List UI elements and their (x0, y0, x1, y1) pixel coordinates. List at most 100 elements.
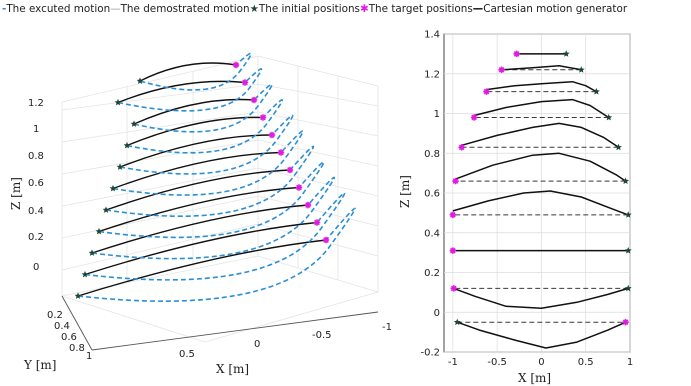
generator-curve (486, 80, 597, 93)
legend-label-executed: The excuted motion (6, 3, 111, 15)
target-position-marker (232, 61, 240, 69)
legend-item-generator: —Cartesian motion generator (473, 1, 627, 17)
y-tick-label: 0.4 (424, 228, 440, 239)
executed-motion (126, 99, 284, 154)
trajectory-2d (513, 50, 570, 58)
executed-motion (77, 207, 356, 302)
y-tick-label: 1.4 (424, 30, 440, 41)
initial-position-marker (88, 249, 96, 256)
trajectory-2d (458, 122, 622, 151)
initial-position-marker (130, 120, 138, 127)
generator-curve (473, 98, 610, 119)
y-tick: 1 (86, 351, 92, 362)
trajectory-2d (453, 318, 629, 349)
target-position-marker (241, 79, 249, 86)
x-tick-label: 0.5 (578, 357, 594, 368)
y-tick-label: 0.6 (424, 189, 440, 200)
z-ticks: 0 0.2 0.4 0.6 0.8 1 1.2 (28, 98, 44, 273)
trajectory-3d (102, 145, 315, 217)
x-ticks: 0.5 0 -0.5 -1 (179, 322, 392, 360)
plot-3d-axes (61, 295, 379, 351)
legend-symbol-target: ✱ (359, 3, 369, 15)
initial-position-marker (624, 211, 632, 218)
generator-curve (91, 204, 309, 254)
legend-item-initial: ★The initial positions (250, 1, 360, 17)
target-position-marker (498, 66, 505, 73)
trajectory-2d (450, 284, 632, 310)
initial-position-marker (81, 270, 89, 278)
plot-2d-y-label: Z [m] (398, 175, 412, 208)
trajectory-3d (136, 52, 252, 91)
y-tick-label: -0.2 (420, 348, 440, 359)
trajectory-3d (123, 99, 284, 154)
plot-2d-grid (444, 33, 631, 353)
generator-curve (133, 98, 255, 125)
z-tick: 0 (33, 262, 39, 273)
generator-curve (77, 239, 327, 297)
z-tick: 0.2 (28, 232, 44, 243)
plot-2d-x-label: X [m] (518, 371, 551, 385)
generator-curve (452, 190, 629, 216)
generator-curve (117, 80, 246, 104)
initial-position-marker (74, 292, 82, 299)
target-position-marker (322, 236, 330, 244)
x-axis-label: X [m] (216, 362, 249, 376)
initial-position-marker (114, 98, 122, 106)
target-position-marker (250, 96, 258, 104)
plot-2d-trajectories (449, 50, 632, 349)
y-tick: 0.4 (54, 321, 70, 332)
executed-motion (98, 161, 325, 239)
legend: -The excuted motion—The demostrated moti… (2, 1, 627, 17)
target-position-marker (450, 285, 457, 292)
legend-item-target: ✱The target positions (360, 1, 473, 17)
target-position-marker (470, 114, 478, 121)
x-tick: -1 (382, 322, 392, 333)
plot-2d-y-ticks: -0.2 0 0.2 0.4 0.6 0.8 1 1.2 1.4 (420, 30, 440, 359)
trajectory-3d (81, 192, 346, 281)
executed-motion (105, 145, 315, 217)
legend-symbol-generator: — (472, 3, 484, 15)
plot-2d-x-ticks: -1 -0.5 0 0.5 1 (448, 357, 633, 368)
x-tick: 0 (254, 339, 260, 350)
x-tick-label: 0 (538, 357, 544, 368)
initial-position-marker (562, 50, 570, 57)
executed-motion (119, 114, 294, 175)
generator-curve (457, 321, 626, 349)
trajectory-2d (452, 152, 629, 185)
initial-position-marker (592, 88, 600, 95)
initial-position-marker (624, 247, 632, 254)
target-position-marker (313, 219, 321, 226)
y-ticks: 0.2 0.4 0.6 0.8 1 (47, 310, 92, 362)
trajectory-2d (483, 80, 600, 95)
initial-position-marker (624, 284, 632, 292)
generator-curve (105, 169, 291, 211)
plot-3d: 0 0.2 0.4 0.6 0.8 1 1.2 Z [m] 0.2 0.4 0.… (9, 52, 392, 376)
generator-curve (461, 122, 619, 148)
trajectory-2d (449, 247, 632, 254)
initial-position-marker (109, 184, 117, 192)
y-tick: 0.6 (61, 332, 77, 343)
target-position-marker (452, 177, 459, 185)
legend-symbol-initial: ★ (249, 3, 259, 15)
legend-label-demonstrated: The demostrated motion (120, 3, 250, 15)
initial-position-marker (102, 206, 110, 213)
initial-position-marker (577, 66, 585, 73)
generator-curve (126, 116, 264, 147)
executed-motion (117, 68, 263, 112)
y-tick-label: 0 (434, 308, 440, 319)
y-tick-label: 0.2 (424, 268, 440, 279)
generator-curve (139, 62, 237, 82)
executed-motion (133, 83, 273, 133)
executed-motion (139, 52, 252, 91)
generator-curve (453, 287, 629, 310)
executed-motion (91, 176, 335, 260)
generator-curve (501, 65, 582, 71)
z-tick: 0.6 (28, 178, 44, 189)
target-position-marker (622, 318, 629, 326)
trajectory-2d (498, 65, 585, 73)
z-tick: 0.4 (28, 206, 44, 217)
y-tick-label: 0.8 (424, 149, 440, 160)
initial-position-marker (136, 77, 144, 84)
target-position-marker (449, 211, 457, 219)
